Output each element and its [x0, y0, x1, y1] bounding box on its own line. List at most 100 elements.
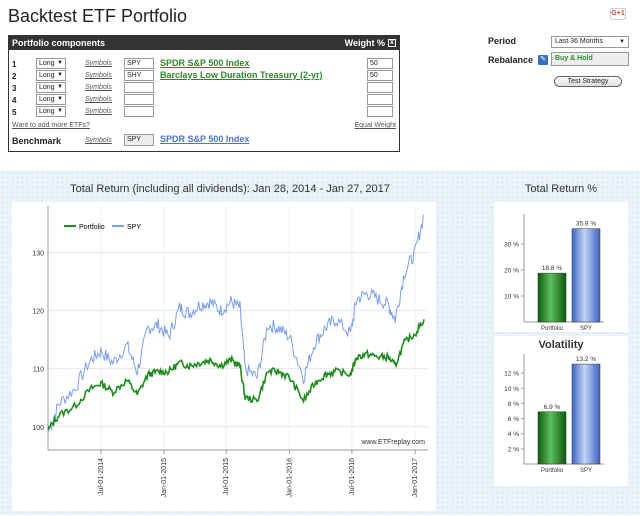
x-tick-label: Jan-01-2015 [161, 458, 168, 497]
weight-heading: Weight % [344, 38, 385, 48]
y-tick-label: 8 % [508, 401, 519, 408]
y-tick-label: 120 [32, 309, 44, 316]
bar-portfolio [537, 272, 567, 323]
weight-input[interactable] [367, 82, 393, 93]
y-tick-label: 10 % [504, 386, 519, 393]
symbols-link[interactable]: Symbols [85, 72, 112, 79]
category-label: Portfolio [541, 326, 564, 332]
watermark: www.ETFreplay.com [360, 439, 425, 446]
bar-spy [571, 228, 601, 323]
rebalance-label: Rebalance [488, 55, 534, 65]
ticker-input[interactable]: SHY [124, 70, 154, 81]
symbols-link[interactable]: Symbols [85, 60, 112, 67]
y-tick-label: 100 [32, 425, 44, 432]
total-return-bar-svg: 10 % 20 % 30 % 18.8 % Portfolio 35.9 % SPY [504, 214, 604, 332]
row-number: 3 [12, 84, 17, 93]
google-plus-button[interactable]: G+1 [610, 8, 626, 20]
symbols-link[interactable]: Symbols [85, 96, 112, 103]
ticker-input[interactable]: SPY [124, 58, 154, 69]
position-select[interactable]: Long ▼ [36, 106, 66, 117]
row-number: 5 [12, 108, 17, 117]
ticker-input[interactable] [124, 106, 154, 117]
total-return-chart-title: Total Return (including all dividends): … [70, 183, 390, 195]
x-tick-label: Jul-01-2015 [223, 458, 230, 495]
x-tick-label: Jan-01-2016 [286, 458, 293, 497]
chevron-down-icon: ▼ [57, 60, 63, 66]
legend-spy: SPY [127, 224, 141, 231]
weight-input[interactable]: 50 [367, 58, 393, 69]
add-more-etfs-link[interactable]: Want to add more ETFs? [12, 122, 90, 129]
component-row: 5 Long ▼ Symbols [9, 106, 399, 118]
period-label: Period [488, 36, 517, 46]
position-select[interactable]: Long ▼ [36, 82, 66, 93]
line-chart-svg: 100 110 120 130 Jul-01-2014 Jan-01-2015 Jul-0… [32, 206, 428, 497]
component-row: 3 Long ▼ Symbols [9, 82, 399, 94]
x-tick-label: Jul-01-2014 [98, 458, 105, 495]
bar-value-label: 6.9 % [544, 404, 561, 411]
component-row: 2 Long ▼ Symbols SHY Barclays Low Duratio… [9, 70, 399, 82]
weight-input[interactable] [367, 94, 393, 105]
row-number: 2 [12, 72, 17, 81]
portfolio-panel: Portfolio components Weight % x 1 Long ▼ … [8, 35, 400, 152]
y-tick-label: 30 % [504, 242, 519, 249]
y-tick-label: 4 % [508, 431, 519, 438]
y-tick-label: 20 % [504, 268, 519, 275]
category-label: SPY [580, 468, 592, 474]
row-number: 4 [12, 96, 17, 105]
y-tick-label: 10 % [504, 294, 519, 301]
category-label: Portfolio [541, 468, 564, 474]
weight-input[interactable]: 50 [367, 70, 393, 81]
chevron-down-icon: ▼ [57, 84, 63, 90]
equal-weight-link[interactable]: Equal Weight [354, 122, 396, 129]
benchmark-name-link[interactable]: SPDR S&P 500 Index [160, 134, 250, 144]
legend-portfolio: Portfolio [79, 224, 105, 231]
y-tick-label: 6 % [508, 416, 519, 423]
y-tick-label: 2 % [508, 446, 519, 453]
chevron-down-icon: ▼ [57, 96, 63, 102]
fund-name-link[interactable]: SPDR S&P 500 Index [160, 58, 250, 68]
component-row: 1 Long ▼ Symbols SPY SPDR S&P 500 Index 5… [9, 58, 399, 70]
ticker-input[interactable] [124, 94, 154, 105]
edit-icon[interactable]: ✎ [538, 55, 548, 65]
bar-value-label: 13.2 % [576, 356, 596, 363]
chevron-down-icon: ▼ [57, 108, 63, 114]
chevron-down-icon: ▼ [57, 72, 63, 78]
x-tick-label: Jul-01-2016 [349, 458, 356, 495]
chart-legend: Portfolio SPY [64, 224, 141, 231]
chevron-down-icon: ▼ [619, 39, 625, 45]
bar-portfolio [537, 411, 567, 465]
position-select[interactable]: Long ▼ [36, 94, 66, 105]
close-icon[interactable]: x [388, 39, 396, 47]
x-tick-label: Jan-01-2017 [412, 458, 419, 497]
page-title: Backtest ETF Portfolio [8, 6, 188, 26]
test-strategy-button[interactable]: Test Strategy [554, 76, 622, 87]
volatility-bar-svg: Volatility 2 % 4 % 6 % 8 % 10 % 12 % 6.9 % Port… [504, 339, 604, 474]
ticker-input[interactable] [124, 82, 154, 93]
weight-input[interactable] [367, 106, 393, 117]
y-tick-label: 12 % [504, 371, 519, 378]
fund-name-link[interactable]: Barclays Low Duration Treasury (2-yr) [160, 70, 323, 80]
portfolio-series-line [47, 319, 425, 430]
row-number: 1 [12, 60, 17, 69]
bar-spy [571, 363, 601, 465]
portfolio-components-heading: Portfolio components [12, 38, 105, 48]
bar-value-label: 35.9 % [576, 221, 596, 228]
category-label: SPY [580, 326, 592, 332]
volatility-bar-chart: Volatility 2 % 4 % 6 % 8 % 10 % 12 % 6.9 % Port… [494, 336, 628, 486]
bar-value-label: 18.8 % [542, 265, 562, 272]
position-select[interactable]: Long ▼ [36, 70, 66, 81]
total-return-bar-title: Total Return % [524, 183, 598, 195]
rebalance-value[interactable]: Buy & Hold [551, 52, 629, 66]
volatility-title: Volatility [538, 339, 584, 351]
position-select[interactable]: Long ▼ [36, 58, 66, 69]
symbols-link[interactable]: Symbols [85, 84, 112, 91]
total-return-bar-chart: 10 % 20 % 30 % 18.8 % Portfolio 35.9 % SPY [494, 202, 628, 332]
y-tick-label: 130 [32, 250, 44, 257]
benchmark-ticker-input[interactable]: SPY [124, 134, 154, 146]
portfolio-panel-header: Portfolio components Weight % x [9, 36, 399, 50]
period-select[interactable]: Last 36 Months ▼ [551, 36, 629, 48]
benchmark-symbols-link[interactable]: Symbols [85, 137, 112, 144]
spy-series-line [47, 214, 425, 433]
y-tick-label: 110 [33, 367, 44, 374]
symbols-link[interactable]: Symbols [85, 108, 112, 115]
